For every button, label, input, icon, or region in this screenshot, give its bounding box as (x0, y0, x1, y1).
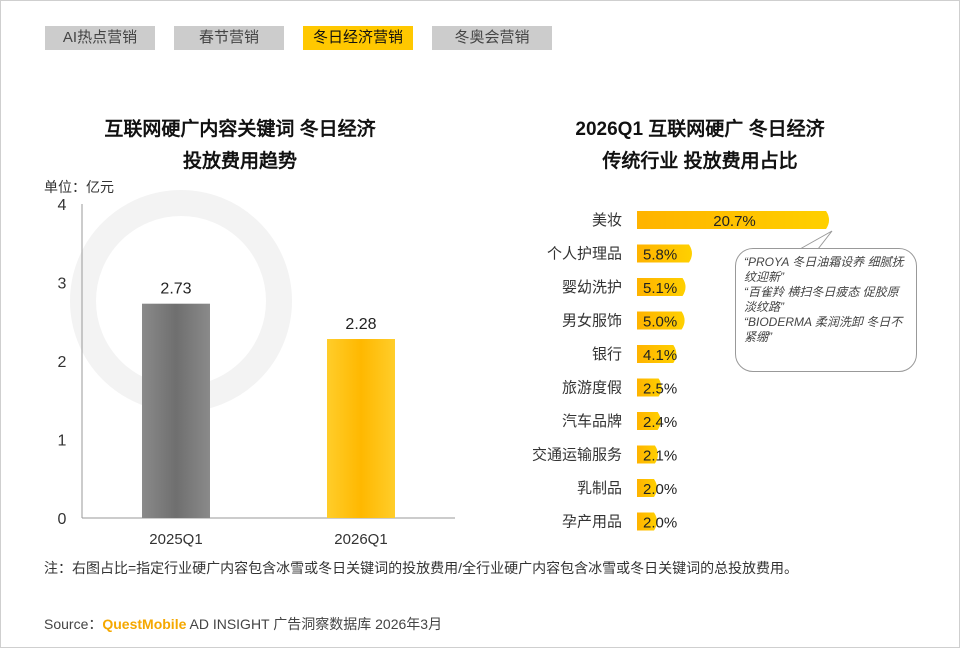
unit-label: 单位：亿元 (44, 179, 114, 195)
y-tick-label: 4 (58, 197, 67, 214)
y-tick-label: 2 (58, 354, 67, 371)
category-label: 美妆 (592, 212, 622, 229)
x-tick-label: 2026Q1 (334, 531, 387, 548)
data-label: 2.1% (643, 448, 677, 465)
data-label: 2.0% (643, 481, 677, 498)
callout-pointer (799, 230, 833, 250)
bar-婴幼洗护 (637, 278, 686, 296)
data-label: 2.73 (160, 281, 191, 298)
tab-winter-olympics[interactable]: 冬奥会营销 (432, 26, 552, 50)
tab-winter-economy[interactable]: 冬日经济营销 (303, 26, 413, 50)
bar-旅游度假 (637, 378, 662, 397)
tab-ai-marketing[interactable]: AI热点营销 (45, 26, 155, 50)
bar-2026Q1 (327, 339, 395, 518)
source: Source：QuestMobile AD INSIGHT 广告洞察数据库 20… (44, 614, 442, 634)
data-label: 5.8% (643, 247, 677, 264)
source-prefix: Source： (44, 616, 103, 632)
left-chart-title: 互联网硬广内容关键词 冬日经济 投放费用趋势 (40, 114, 440, 178)
y-tick-label: 3 (58, 276, 67, 293)
y-tick-label: 1 (58, 433, 67, 450)
callout-line: “百雀羚 横扫冬日疲态 促胶原 淡纹路” (744, 285, 899, 314)
category-label: 乳制品 (577, 480, 622, 497)
annotation-callout: “PROYA 冬日油霜设养 细腻抚纹迎新” “百雀羚 横扫冬日疲态 促胶原 淡纹… (735, 248, 917, 372)
bar-孕产用品 (637, 512, 657, 531)
data-label: 2.0% (643, 515, 677, 532)
bar-汽车品牌 (637, 412, 661, 430)
left-title-line1: 互联网硬广内容关键词 冬日经济 (104, 119, 376, 140)
data-label: 20.7% (713, 213, 756, 230)
data-label: 5.1% (643, 280, 677, 297)
source-rest: AD INSIGHT 广告洞察数据库 2026年3月 (186, 616, 443, 632)
right-title-line1: 2026Q1 互联网硬广 冬日经济 (575, 119, 825, 140)
category-label: 个人护理品 (547, 246, 622, 263)
bar-2025Q1 (142, 303, 210, 518)
category-label: 孕产用品 (562, 514, 622, 531)
left-title-line2: 投放费用趋势 (182, 151, 297, 172)
data-label: 5.0% (643, 314, 677, 331)
right-chart-title: 2026Q1 互联网硬广 冬日经济 传统行业 投放费用占比 (500, 114, 900, 178)
data-label: 2.4% (643, 414, 677, 431)
category-label: 银行 (592, 346, 622, 363)
data-label: 2.5% (643, 381, 677, 398)
source-brand: QuestMobile (102, 616, 187, 632)
footnote: 注：右图占比=指定行业硬广内容包含冰雪或冬日关键词的投放费用/全行业硬广内容包含… (44, 560, 799, 576)
bar-银行 (637, 345, 677, 363)
category-label: 男女服饰 (562, 312, 622, 330)
bar-交通运输服务 (637, 445, 658, 464)
right-title-line2: 传统行业 投放费用占比 (602, 151, 798, 172)
category-label: 旅游度假 (562, 380, 622, 397)
callout-line: “PROYA 冬日油霜设养 细腻抚纹迎新” (744, 255, 904, 284)
y-tick-label: 0 (58, 511, 67, 528)
x-tick-label: 2025Q1 (149, 531, 202, 548)
category-label: 汽车品牌 (562, 413, 622, 430)
tab-spring-festival[interactable]: 春节营销 (174, 26, 284, 50)
data-label: 2.28 (345, 316, 376, 333)
data-label: 4.1% (643, 347, 677, 364)
category-label: 婴幼洗护 (562, 279, 622, 296)
bar-男女服饰 (637, 311, 685, 330)
bar-个人护理品 (637, 244, 692, 263)
bar-乳制品 (637, 479, 657, 497)
callout-line: “BIODERMA 柔润洗卸 冬日不紧绷” (744, 315, 903, 344)
category-label: 交通运输服务 (532, 446, 622, 464)
bar-美妆 (637, 211, 830, 229)
